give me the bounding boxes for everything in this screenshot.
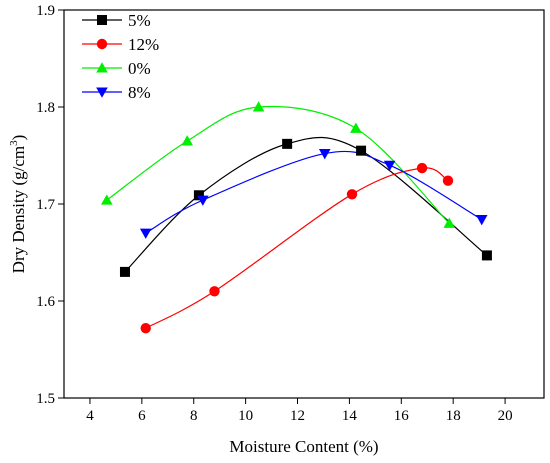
data-point bbox=[252, 101, 265, 112]
series-line-2 bbox=[106, 105, 450, 224]
data-point bbox=[383, 160, 396, 171]
y-axis-ticks: 1.5 1.6 1.7 1.8 1.9 bbox=[36, 3, 64, 407]
y-tick-label: 1.9 bbox=[36, 3, 55, 19]
x-tick-label: 4 bbox=[86, 408, 94, 424]
legend-marker bbox=[97, 15, 107, 25]
series-markers bbox=[101, 101, 492, 334]
legend: 5% 12% 0% 8% bbox=[82, 11, 159, 102]
data-point bbox=[442, 175, 454, 186]
data-point bbox=[139, 228, 152, 239]
x-axis-title: Moisture Content (%) bbox=[229, 437, 378, 456]
x-tick-label: 6 bbox=[138, 408, 146, 424]
data-point bbox=[140, 322, 151, 334]
legend-marker bbox=[96, 87, 108, 98]
series-line-1 bbox=[145, 167, 449, 329]
data-point bbox=[350, 122, 362, 133]
data-point bbox=[356, 145, 367, 156]
y-axis-title-close: ) bbox=[9, 135, 28, 141]
data-point bbox=[101, 194, 113, 205]
x-tick-label: 20 bbox=[498, 408, 513, 424]
data-point bbox=[209, 286, 220, 297]
data-point bbox=[119, 266, 130, 277]
data-point bbox=[475, 215, 488, 226]
data-point bbox=[346, 189, 358, 200]
legend-label: 0% bbox=[128, 59, 151, 78]
y-tick-label: 1.5 bbox=[36, 391, 55, 407]
legend-label: 12% bbox=[128, 35, 159, 54]
legend-marker bbox=[96, 62, 108, 73]
legend-marker bbox=[96, 38, 108, 50]
y-tick-label: 1.8 bbox=[36, 100, 55, 116]
x-tick-label: 14 bbox=[342, 408, 358, 424]
legend-label: 5% bbox=[128, 11, 151, 30]
y-axis-title-superscript: 3 bbox=[8, 140, 20, 146]
x-tick-label: 18 bbox=[446, 408, 461, 424]
data-point bbox=[282, 138, 293, 149]
x-tick-label: 10 bbox=[238, 408, 253, 424]
data-point bbox=[181, 135, 194, 146]
legend-label: 8% bbox=[128, 83, 151, 102]
x-tick-label: 12 bbox=[290, 408, 305, 424]
data-point bbox=[416, 162, 428, 174]
data-point bbox=[318, 149, 331, 160]
x-tick-label: 16 bbox=[394, 408, 410, 424]
y-tick-label: 1.6 bbox=[36, 294, 55, 310]
data-point bbox=[481, 250, 492, 261]
x-axis-ticks: 4 6 8 10 12 14 16 18 20 bbox=[86, 398, 513, 424]
data-point bbox=[443, 217, 456, 228]
data-point bbox=[193, 190, 204, 201]
y-tick-label: 1.7 bbox=[36, 197, 55, 213]
x-tick-label: 8 bbox=[190, 408, 198, 424]
data-point bbox=[197, 195, 209, 206]
y-axis-title: Dry Density (g/cm3) bbox=[8, 135, 28, 274]
y-axis-title-main: Dry Density (g/cm bbox=[9, 146, 28, 273]
series-curves bbox=[106, 105, 488, 329]
